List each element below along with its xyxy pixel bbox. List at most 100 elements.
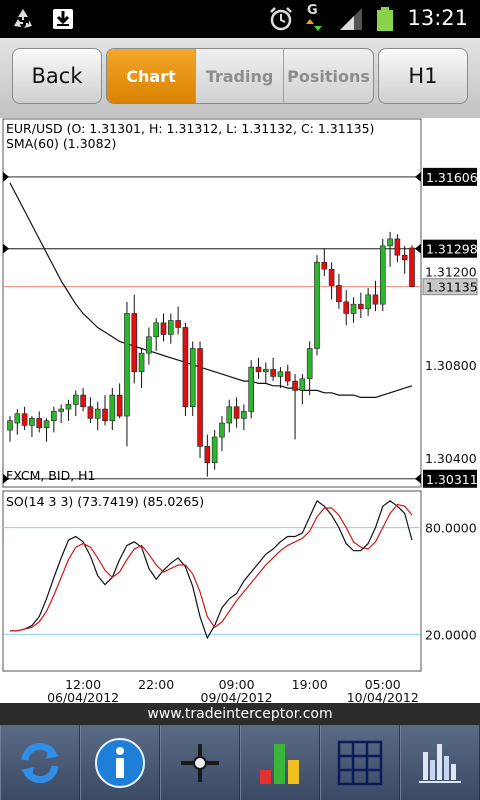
current-price-tag (422, 278, 478, 296)
level-right-marker (415, 473, 421, 484)
date-axis-label: 10/04/2012 (347, 690, 419, 703)
candle-body (72, 394, 79, 405)
candle-body (284, 371, 291, 382)
indicators-icon (260, 743, 299, 784)
grid-button[interactable] (320, 725, 400, 800)
candle-body (160, 322, 167, 335)
bottom-toolbar (0, 725, 480, 800)
candle-body (248, 366, 254, 412)
candle-body (277, 371, 284, 377)
candle-body (182, 327, 189, 408)
back-button[interactable]: Back (12, 48, 102, 104)
tab-positions[interactable]: Positions (283, 49, 373, 103)
level-left-marker (3, 473, 9, 484)
level-price-label: 1.31606 (426, 170, 478, 185)
candle-body (211, 436, 218, 463)
battery-icon (377, 7, 393, 31)
candle-body (175, 320, 181, 328)
refresh-button[interactable] (0, 725, 80, 800)
level-left-marker (3, 243, 9, 254)
indicators-button[interactable] (240, 725, 320, 800)
alarm-icon (270, 7, 292, 31)
chart-type-button[interactable] (400, 725, 480, 800)
candle-body (314, 261, 320, 349)
candle-body (365, 294, 371, 310)
view-tabs: Chart Trading Positions (106, 48, 374, 104)
timeframe-button[interactable]: H1 (378, 48, 468, 104)
info-icon (95, 737, 145, 788)
stochastic-k-line (10, 499, 413, 640)
candle-body (343, 301, 350, 314)
level-right-marker (415, 243, 421, 254)
candle-body (336, 285, 342, 303)
date-axis-label: 06/04/2012 (47, 690, 119, 703)
candle-body (168, 320, 174, 335)
stochastic-d-line (10, 503, 413, 632)
candle-body (51, 411, 57, 422)
price-axis-label: 1.31200 (425, 265, 477, 280)
oscillator-axis-label: 20.0000 (425, 627, 477, 642)
signal-icon (340, 8, 362, 30)
level-price-label: 1.30311 (426, 472, 478, 487)
candle-body (94, 408, 101, 419)
candle-body (241, 411, 247, 419)
date-axis-label: 09/04/2012 (201, 690, 273, 703)
candle-body (292, 380, 298, 391)
stochastic-panel (2, 490, 422, 672)
candle-body (255, 366, 262, 373)
download-icon (53, 9, 73, 29)
sma-label: SMA(60) (1.3082) (6, 136, 116, 151)
stochastic-label: SO(14 3 3) (73.7419) (85.0265) (6, 494, 204, 509)
candle-body (36, 418, 43, 429)
candle-body (328, 268, 335, 286)
candle-body (116, 394, 123, 417)
chart-canvas[interactable]: 1.31606 1.31298 1.30311 1.31200 1.30800 1.30… (0, 118, 480, 705)
info-button[interactable] (80, 725, 160, 800)
price-axis-label: 1.30800 (425, 358, 477, 373)
candle-body (87, 406, 94, 419)
candle-body (109, 394, 116, 422)
crosshair-icon (181, 743, 219, 782)
network-type-label: G (307, 3, 318, 18)
candle-body (131, 313, 138, 373)
chart-area[interactable]: 1.31606 1.31298 1.30311 1.31200 1.30800 1.30… (0, 118, 480, 705)
candle-body (379, 245, 386, 305)
candle-body (387, 238, 393, 247)
source-label: FXCM, BID, H1 (6, 468, 96, 483)
top-bar: Back Chart Trading Positions H1 (0, 38, 480, 118)
chart-type-icon (419, 743, 461, 783)
candle-body (80, 394, 86, 408)
level-right-marker (415, 171, 421, 182)
candle-body (263, 369, 269, 373)
instrument-title: EUR/USD (O: 1.31301, H: 1.31312, L: 1.31… (6, 121, 374, 136)
candle-body (226, 406, 233, 424)
footer-url: www.tradeinterceptor.com (0, 703, 480, 725)
recycle-icon (14, 9, 32, 28)
tab-chart[interactable]: Chart (107, 49, 195, 103)
candle-body (21, 413, 28, 426)
status-bar: G 13:21 (0, 0, 480, 38)
candle-body (153, 322, 159, 338)
candle-body (219, 422, 225, 438)
candle-body (233, 406, 240, 419)
time-axis-label: 22:00 (138, 677, 174, 692)
level-price-tag (423, 167, 477, 186)
level-left-marker (3, 171, 9, 182)
candle-body (197, 348, 203, 447)
candle-body (65, 404, 72, 410)
candle-body (401, 254, 408, 261)
oscillator-axis-label: 80.0000 (425, 521, 477, 536)
candle-body (43, 420, 50, 429)
current-price-label: 1.31135 (426, 280, 478, 295)
crosshair-button[interactable] (160, 725, 240, 800)
sma-line (9, 182, 413, 398)
refresh-icon (21, 742, 59, 783)
candle-body (321, 261, 328, 270)
candle-body (394, 238, 401, 256)
candle-body (306, 348, 313, 380)
candle-body (299, 378, 306, 391)
candle-body (7, 420, 13, 431)
clock: 13:21 (407, 6, 468, 30)
tab-trading[interactable]: Trading (195, 49, 283, 103)
candle-body (29, 418, 35, 426)
